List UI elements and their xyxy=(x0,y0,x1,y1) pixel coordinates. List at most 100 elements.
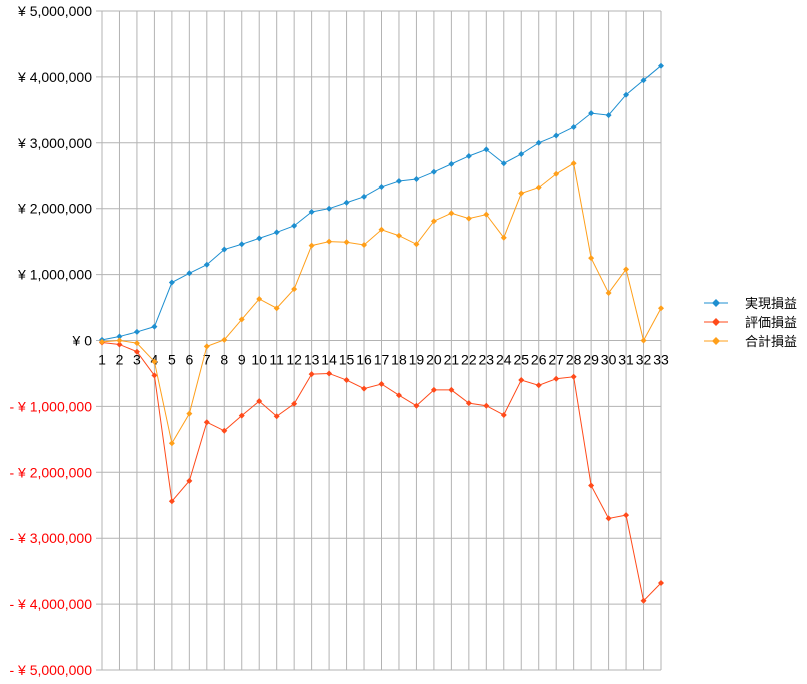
legend-item-2[interactable]: 評価損益 xyxy=(704,315,797,330)
x-tick-label: 24 xyxy=(496,352,512,368)
x-tick-label: 20 xyxy=(426,352,442,368)
data-point-3 xyxy=(116,337,123,344)
data-point-1 xyxy=(500,160,507,167)
legend-label: 評価損益 xyxy=(745,315,797,330)
data-point-2 xyxy=(605,515,612,522)
x-tick-label: 29 xyxy=(583,352,599,368)
y-tick-label: - ¥ 5,000,000 xyxy=(9,662,92,678)
data-point-3 xyxy=(553,170,560,177)
data-point-2 xyxy=(395,392,402,399)
data-point-1 xyxy=(553,132,560,139)
data-point-3 xyxy=(588,255,595,262)
data-point-2 xyxy=(588,482,595,489)
data-point-3 xyxy=(605,290,612,297)
x-tick-label: 22 xyxy=(461,352,477,368)
data-point-2 xyxy=(570,373,577,380)
data-point-1 xyxy=(256,235,263,242)
grid xyxy=(96,10,662,671)
legend-marker xyxy=(712,299,720,307)
x-tick-label: 6 xyxy=(185,352,193,368)
data-point-2 xyxy=(535,382,542,389)
y-tick-label: - ¥ 1,000,000 xyxy=(9,398,92,414)
y-tick-label: ¥ 4,000,000 xyxy=(17,69,92,85)
x-tick-label: 21 xyxy=(444,352,460,368)
data-point-1 xyxy=(186,270,193,277)
legend-item-1[interactable]: 実現損益 xyxy=(704,296,797,311)
data-point-3 xyxy=(430,218,437,225)
data-point-3 xyxy=(483,211,490,218)
data-point-3 xyxy=(203,343,210,350)
data-point-3 xyxy=(413,241,420,248)
data-point-2 xyxy=(291,400,298,407)
data-point-1 xyxy=(413,176,420,183)
data-point-3 xyxy=(343,239,350,246)
data-point-1 xyxy=(518,151,525,158)
data-point-2 xyxy=(273,413,280,420)
data-point-2 xyxy=(448,386,455,393)
data-point-1 xyxy=(133,328,140,335)
data-point-1 xyxy=(168,279,175,286)
data-point-2 xyxy=(500,411,507,418)
data-point-2 xyxy=(623,512,630,519)
data-point-3 xyxy=(151,358,158,365)
data-point-2 xyxy=(308,371,315,378)
data-point-1 xyxy=(430,168,437,175)
data-point-1 xyxy=(116,333,123,340)
data-point-1 xyxy=(623,91,630,98)
data-point-1 xyxy=(326,205,333,212)
legend-item-3[interactable]: 合計損益 xyxy=(704,334,797,349)
data-point-3 xyxy=(326,238,333,245)
data-point-1 xyxy=(570,123,577,130)
x-tick-label: 16 xyxy=(356,352,372,368)
x-tick-label: 17 xyxy=(374,352,390,368)
x-axis-ticks: 1234567891011121314151617181920212223242… xyxy=(98,352,669,368)
data-point-1 xyxy=(378,183,385,190)
data-point-1 xyxy=(273,229,280,236)
y-tick-label: ¥ 3,000,000 xyxy=(17,135,92,151)
data-point-3 xyxy=(99,338,105,345)
data-point-2 xyxy=(133,348,140,355)
x-tick-label: 26 xyxy=(531,352,547,368)
data-point-3 xyxy=(640,337,647,344)
data-point-1 xyxy=(361,193,368,200)
x-tick-label: 32 xyxy=(636,352,652,368)
data-point-1 xyxy=(343,199,350,206)
x-tick-label: 12 xyxy=(286,352,302,368)
data-point-2 xyxy=(203,419,210,426)
y-tick-label: ¥ 0 xyxy=(72,333,93,349)
data-point-3 xyxy=(361,241,368,248)
y-tick-label: ¥ 5,000,000 xyxy=(17,3,92,19)
data-point-1 xyxy=(483,146,490,153)
data-point-2 xyxy=(518,377,525,384)
data-point-1 xyxy=(535,139,542,146)
data-point-3 xyxy=(168,440,175,447)
x-tick-label: 14 xyxy=(321,352,337,368)
x-tick-label: 2 xyxy=(116,352,124,368)
data-point-1 xyxy=(465,152,472,159)
legend-label: 合計損益 xyxy=(745,334,797,349)
data-point-1 xyxy=(605,112,612,119)
data-point-2 xyxy=(343,377,350,384)
x-tick-label: 13 xyxy=(304,352,320,368)
data-point-1 xyxy=(203,261,210,268)
data-point-2 xyxy=(658,580,664,587)
data-point-3 xyxy=(518,190,525,197)
y-axis-ticks: ¥ 5,000,000 ¥ 4,000,000 ¥ 3,000,000 ¥ 2,000… xyxy=(9,3,92,678)
x-tick-label: 3 xyxy=(133,352,141,368)
data-point-2 xyxy=(361,385,368,392)
data-point-3 xyxy=(395,232,402,239)
data-point-2 xyxy=(256,398,263,405)
data-point-1 xyxy=(221,246,228,253)
data-point-2 xyxy=(326,370,333,377)
y-tick-label: ¥ 1,000,000 xyxy=(17,267,92,283)
x-tick-label: 27 xyxy=(548,352,564,368)
data-point-2 xyxy=(168,498,175,505)
x-tick-label: 30 xyxy=(601,352,617,368)
y-tick-label: - ¥ 2,000,000 xyxy=(9,464,92,480)
data-point-3 xyxy=(465,215,472,222)
data-point-1 xyxy=(658,62,664,69)
data-point-3 xyxy=(535,184,542,191)
x-tick-label: 23 xyxy=(479,352,495,368)
